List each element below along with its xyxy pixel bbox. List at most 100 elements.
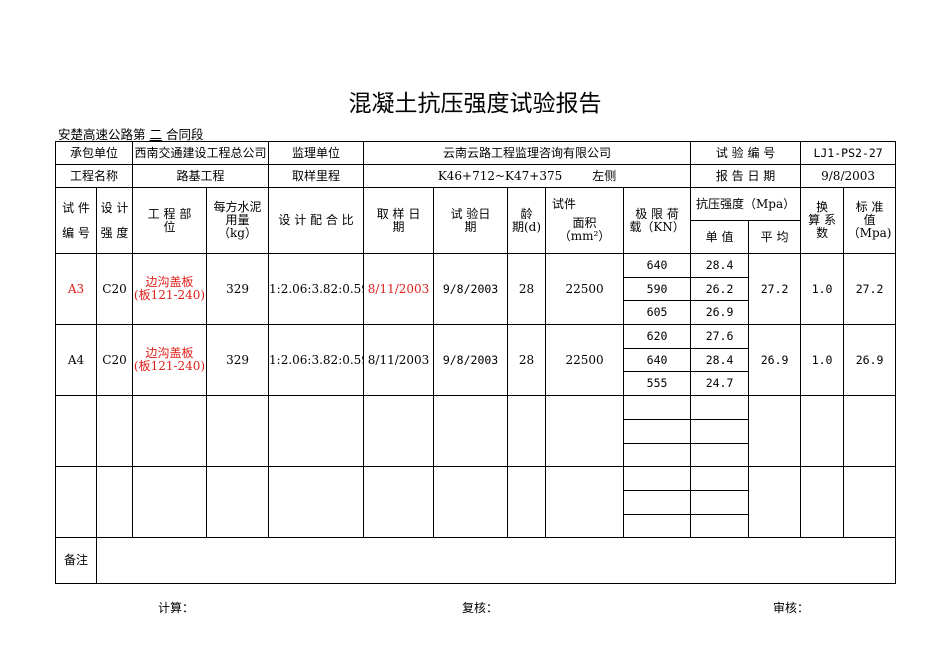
report-table: 承包单位 西南交通建设工程总公司 监理单位 云南云路工程监理咨询有限公司 试 验…	[54, 141, 897, 585]
empty-cell	[55, 466, 97, 539]
page-title: 混凝土抗压强度试验报告	[348, 91, 602, 117]
specimen-no: A4	[55, 324, 97, 397]
mileage-label: 取样里程	[268, 164, 365, 188]
single-value	[690, 513, 750, 539]
location: 边沟盖板 (板121-240)	[132, 324, 208, 397]
empty-cell	[132, 395, 208, 468]
empty-cell	[433, 466, 509, 539]
table-row	[56, 418, 896, 444]
load-value	[623, 489, 692, 515]
project-label: 工程名称	[54, 164, 134, 188]
table-row: 640 28.4	[56, 347, 896, 373]
factor-value: 1.0	[800, 324, 845, 397]
average-value	[748, 395, 802, 468]
mix-ratio: 1:2.06:3.82:0.59	[268, 324, 365, 397]
subtitle-suffix: 合同段	[166, 127, 204, 142]
load-value: 640	[623, 253, 692, 278]
single-value	[690, 442, 750, 468]
mix-ratio: 1:2.06:3.82:0.59	[268, 252, 365, 326]
h-text: （mm²）	[558, 229, 611, 243]
empty-cell	[268, 466, 365, 539]
test-date: 9/8/2003	[433, 252, 509, 326]
header-sample-date: 取 样 日期	[363, 187, 435, 254]
load-value: 555	[623, 371, 692, 397]
footer-review: 复核：	[462, 601, 499, 615]
single-value	[690, 418, 750, 444]
h-text: 试 验日	[450, 206, 491, 221]
area: 22500	[545, 324, 625, 397]
single-value	[690, 489, 750, 515]
header-area: 试件 面积 （mm²）	[545, 187, 625, 254]
single-value: 28.4	[690, 253, 750, 278]
header-specimen-no: 试 件编 号	[55, 187, 97, 254]
h-text: 极 限 荷	[635, 206, 679, 221]
table-row: 590 26.2	[56, 276, 896, 302]
table-row	[55, 466, 897, 539]
remarks-field[interactable]	[95, 537, 897, 585]
h-text: 工 程 部	[147, 206, 192, 221]
test-no: LJ1-PS2-27	[800, 141, 897, 165]
load-value	[623, 442, 692, 468]
table-row: 555 24.7	[56, 371, 896, 397]
header-load: 极 限 荷载（KN）	[623, 187, 692, 254]
table-row: A3 C20 边沟盖板 (板121-240) 329 1:2.06:3.82:0.59 8/…	[55, 252, 897, 326]
standard-value	[843, 395, 897, 468]
header-factor: 换算 系数	[800, 187, 845, 254]
table-row: 605 26.9	[56, 300, 896, 326]
location-range: (板121-240)	[133, 288, 206, 303]
location-name: 边沟盖板	[145, 275, 194, 290]
empty-cell	[507, 395, 547, 468]
header-strength: 抗压强度（Mpa）	[690, 187, 802, 221]
factor-value: 1.0	[800, 252, 845, 326]
h-text: 龄	[520, 206, 533, 221]
location-range: (板121-240)	[133, 359, 206, 374]
header-design-strength: 设 计强 度	[95, 187, 134, 254]
h-text: 期	[392, 219, 405, 234]
cement-amount: 329	[206, 252, 270, 326]
h-text: 标 准	[855, 200, 884, 214]
header-mix-ratio: 设 计 配 合 比	[268, 187, 365, 254]
h-text: （Mpa)	[847, 226, 892, 240]
header-standard: 标 准值（Mpa)	[843, 187, 897, 254]
factor-value	[800, 395, 845, 468]
h-text: 强 度	[100, 225, 129, 240]
side: 左侧	[592, 168, 617, 183]
h-text: 位	[163, 219, 176, 234]
single-value	[690, 395, 750, 420]
factor-value	[800, 466, 845, 539]
h-text: 用量	[225, 213, 250, 227]
table-row	[55, 395, 897, 468]
single-value: 26.2	[690, 276, 750, 302]
supervisor-label: 监理单位	[268, 141, 365, 165]
h-text: 数	[816, 226, 829, 240]
design-grade: C20	[95, 252, 134, 326]
contractor: 西南交通建设工程总公司	[132, 141, 270, 165]
report-date-label: 报 告 日 期	[690, 164, 802, 188]
standard-value: 27.2	[843, 252, 897, 326]
empty-cell	[363, 466, 435, 539]
empty-cell	[55, 395, 97, 468]
section-number: 二	[149, 127, 163, 142]
location: 边沟盖板 (板121-240)	[132, 252, 208, 326]
footer-calc: 计算：	[158, 601, 195, 615]
age: 28	[507, 324, 547, 397]
empty-cell	[95, 395, 134, 468]
h-text: 换	[816, 200, 829, 214]
specimen-no: A3	[55, 252, 97, 326]
standard-value	[843, 466, 897, 539]
empty-cell	[507, 466, 547, 539]
load-value: 605	[623, 300, 692, 326]
empty-cell	[206, 466, 270, 539]
mileage: K46+712~K47+375	[437, 168, 563, 183]
contract-section: 安楚高速公路第二合同段	[58, 124, 204, 143]
h-text: 设 计	[100, 200, 129, 215]
project: 路基工程	[132, 164, 270, 188]
single-value: 26.9	[690, 300, 750, 326]
single-value: 24.7	[690, 371, 750, 397]
test-no-label: 试 验 编 号	[690, 141, 802, 165]
load-value	[623, 466, 692, 491]
h-text: 期	[464, 219, 477, 234]
table-row	[56, 442, 896, 468]
h-text: 期(d)	[512, 219, 542, 234]
contractor-label: 承包单位	[54, 141, 134, 165]
